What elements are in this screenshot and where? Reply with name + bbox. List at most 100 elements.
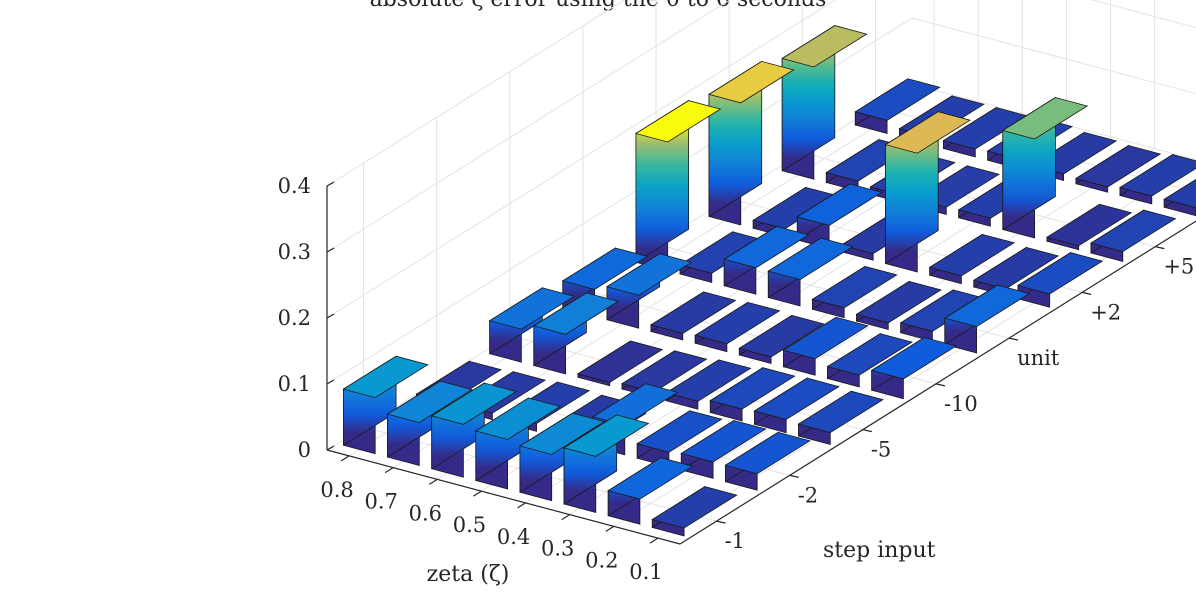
bar-top-face <box>563 414 650 457</box>
x-tick-label: 0.2 <box>585 548 618 572</box>
bar <box>855 280 942 331</box>
bar <box>650 291 737 341</box>
bar-top-face <box>870 337 958 380</box>
bar <box>488 287 576 363</box>
bar <box>576 340 664 387</box>
y-tick-label: -2 <box>798 483 818 507</box>
bar <box>1074 144 1162 193</box>
bar <box>634 99 722 272</box>
x-axis-label: zeta (ζ) <box>427 562 510 587</box>
bar <box>797 390 884 446</box>
bar-top-face <box>738 314 825 358</box>
bar <box>870 336 958 400</box>
bar-top-face <box>884 111 971 154</box>
tick-labels: 0 0.1 0.2 0.3 0.4 0.8 0.7 0.6 0.5 0.4 0.3 0.2 0.1 -1 -… <box>278 174 1195 584</box>
x-tick-label: 0.1 <box>629 560 662 584</box>
bar-top-face <box>561 247 649 290</box>
bar-top-face <box>708 60 795 104</box>
bar-top-face <box>1016 252 1104 295</box>
axes <box>326 181 1196 545</box>
grid-line-z-back-left <box>326 0 837 319</box>
y-tick-mark <box>935 383 946 387</box>
y-tick-mark <box>862 429 872 433</box>
bar-top-face <box>607 457 694 500</box>
y-tick-mark <box>1008 337 1019 341</box>
z-tick-label: 0.4 <box>278 174 311 198</box>
bar-top-face <box>518 412 606 455</box>
y-tick-label: -1 <box>725 529 745 553</box>
x-tick-label: 0.4 <box>497 525 530 549</box>
z-tick-mark <box>326 247 335 253</box>
bar-top-face <box>650 291 737 334</box>
bar-top-face <box>753 377 840 420</box>
bar-top-face <box>694 301 781 345</box>
x-axis-line <box>326 449 681 545</box>
z-tick-mark <box>326 313 335 319</box>
bar-top-face <box>651 486 738 529</box>
bar-top-face <box>709 367 796 410</box>
x-tick-mark <box>384 467 394 474</box>
grid-line-z-back-right <box>1090 0 1196 29</box>
bar <box>796 183 883 250</box>
z-tick-mark <box>326 181 335 187</box>
x-tick-mark <box>605 525 615 532</box>
bar <box>826 332 913 388</box>
y-tick-label: -10 <box>944 392 978 416</box>
y-tick-mark <box>1155 246 1165 250</box>
bar-top-face <box>1119 154 1196 197</box>
bar-top-face <box>1163 178 1196 209</box>
z-tick-label: 0.2 <box>278 306 311 330</box>
bar <box>1001 96 1089 239</box>
bar-top-face <box>972 246 1060 290</box>
x-tick-mark <box>649 537 659 544</box>
z-tick-mark <box>326 379 335 385</box>
bars <box>342 24 1196 537</box>
bar-top-face <box>386 380 473 424</box>
bar-top-face <box>723 225 810 269</box>
bar <box>884 110 971 273</box>
bar <box>811 265 898 319</box>
x-tick-mark <box>473 490 482 497</box>
chart-title: absolute ζ error using the 0 to 6 second… <box>370 0 827 12</box>
x-tick-mark <box>428 478 438 485</box>
bar-top-face <box>342 355 429 399</box>
bar <box>738 314 825 365</box>
bar <box>709 366 796 422</box>
bar-top-face <box>1001 97 1089 140</box>
z-tick-label: 0.1 <box>278 372 311 396</box>
bar-top-face <box>854 78 941 121</box>
x-tick-mark <box>340 455 350 462</box>
bar <box>680 419 767 479</box>
bar <box>679 231 766 284</box>
bar <box>430 382 518 478</box>
bar <box>1045 203 1133 251</box>
bar-top-face <box>430 382 518 425</box>
bar <box>665 359 752 410</box>
bar-top-face <box>855 280 942 324</box>
bar-top-face <box>811 265 898 309</box>
bar-top-face <box>928 233 1016 277</box>
bar <box>518 412 606 502</box>
bar-top-face <box>943 284 1031 328</box>
x-tick-label: 0.7 <box>364 490 397 514</box>
bar-top-face <box>532 292 620 335</box>
bar-top-face <box>474 397 562 440</box>
bar-top-face <box>680 420 767 463</box>
bar-top-face <box>1045 203 1133 247</box>
grid-line-z-back-right <box>911 83 1196 161</box>
grid-line-z-back-right <box>911 17 1196 95</box>
y-axis-label: step input <box>823 538 936 563</box>
grid-line-z-back-left <box>326 0 626 187</box>
y-tick-label: +5 <box>1163 255 1194 279</box>
bar <box>781 24 868 180</box>
x-tick-mark <box>561 514 571 521</box>
y-tick-label: unit <box>1017 346 1060 370</box>
bar-top-face <box>782 316 869 360</box>
bar-top-face <box>576 340 664 383</box>
bar-top-face <box>1090 209 1177 253</box>
bar-top-face <box>605 253 693 296</box>
bar <box>474 397 562 490</box>
bar <box>605 253 693 329</box>
bar <box>342 355 429 455</box>
bar <box>854 78 941 135</box>
